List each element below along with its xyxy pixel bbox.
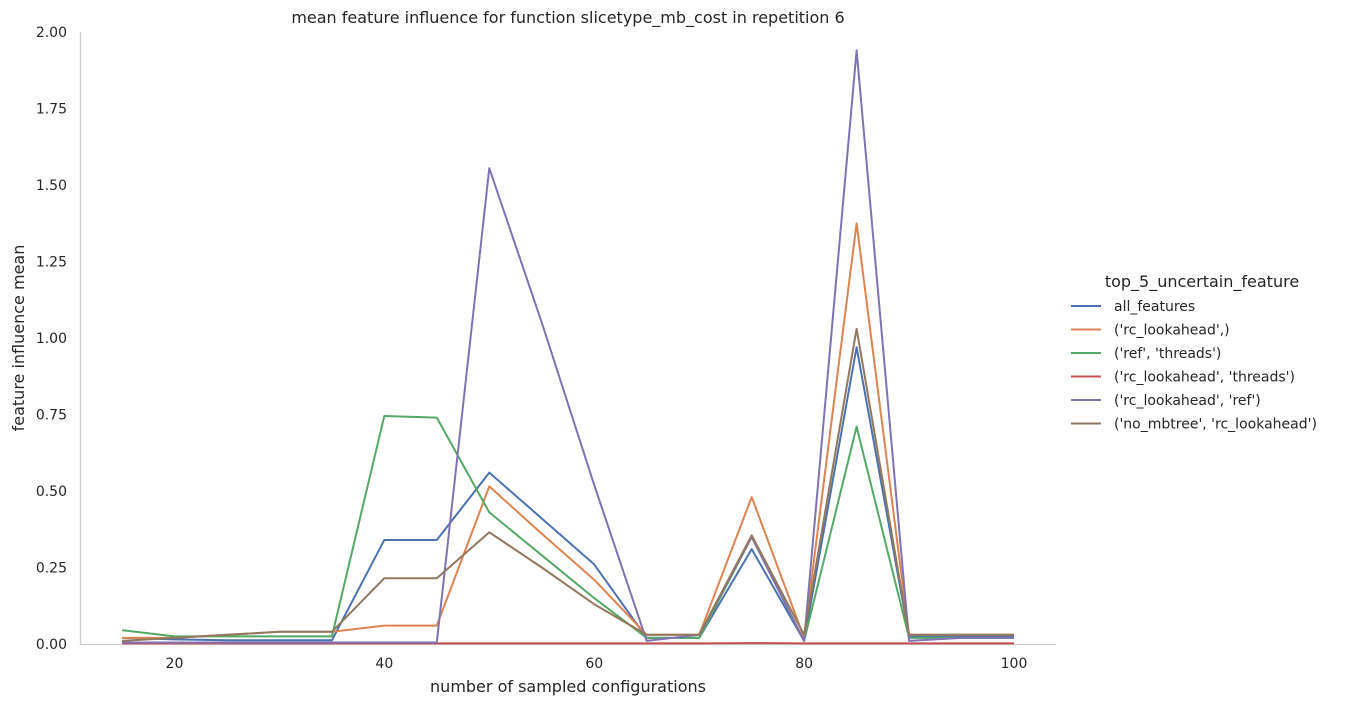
legend-label: ('no_mbtree', 'rc_lookahead') (1114, 417, 1317, 433)
y-tick-label: 2.00 (36, 25, 67, 41)
y-tick-label: 1.00 (36, 331, 67, 347)
y-tick-label: 0.75 (36, 408, 67, 424)
x-tick-label: 40 (375, 656, 393, 672)
legend-label: ('ref', 'threads') (1114, 346, 1221, 362)
y-tick-labels: 0.00 0.25 0.50 0.75 1.00 1.25 1.50 1.75 2.00 (36, 25, 67, 653)
legend: top_5_uncertain_feature all_features ('rc… (1071, 272, 1317, 433)
y-tick-label: 0.00 (36, 637, 67, 653)
legend-title: top_5_uncertain_feature (1105, 272, 1299, 292)
legend-label: ('rc_lookahead', 'threads') (1114, 370, 1295, 386)
legend-label: ('rc_lookahead',) (1114, 323, 1230, 339)
x-tick-labels: 20 40 60 80 100 (166, 656, 1028, 672)
y-tick-label: 1.75 (36, 102, 67, 118)
x-axis-title: number of sampled configurations (430, 677, 706, 696)
chart-title: mean feature influence for function slic… (291, 8, 844, 28)
x-tick-label: 100 (1001, 656, 1028, 672)
legend-label: all_features (1114, 299, 1195, 315)
series-line (121, 346, 1014, 642)
series-line (121, 415, 1014, 642)
series-line (121, 327, 1014, 642)
legend-items: all_features ('rc_lookahead',) ('ref', 'th… (1071, 299, 1317, 433)
y-tick-label: 0.25 (36, 561, 67, 577)
x-tick-label: 80 (795, 656, 813, 672)
y-tick-label: 1.50 (36, 178, 67, 194)
y-axis-title: feature influence mean (9, 245, 28, 432)
x-tick-label: 60 (585, 656, 603, 672)
y-tick-label: 1.25 (36, 255, 67, 271)
series-lines (121, 49, 1014, 645)
series-line (122, 49, 1014, 644)
y-tick-label: 0.50 (36, 484, 67, 500)
x-tick-label: 20 (166, 656, 184, 672)
legend-label: ('rc_lookahead', 'ref') (1114, 393, 1261, 409)
